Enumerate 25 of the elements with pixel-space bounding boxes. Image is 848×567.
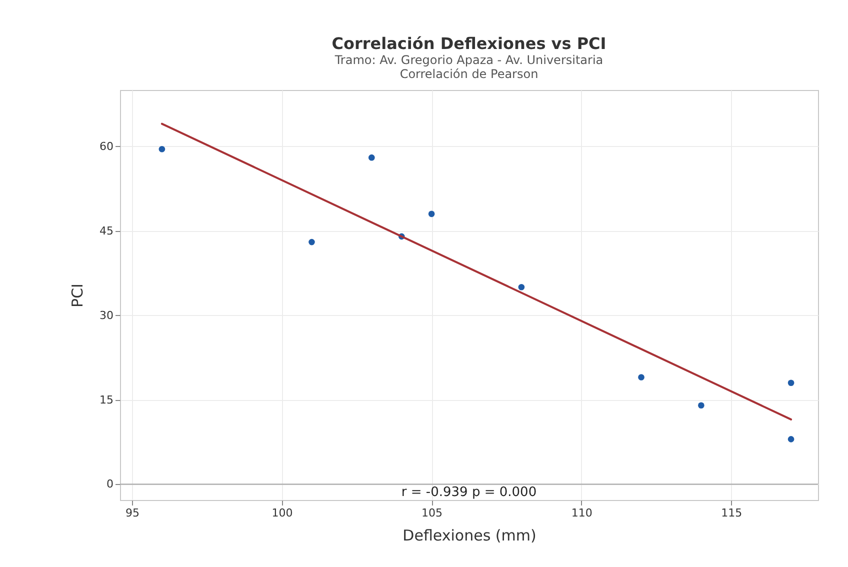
x-tick-label: 105 <box>422 506 443 520</box>
x-tick-label: 95 <box>125 506 140 520</box>
y-tick-label: 45 <box>100 224 114 238</box>
point <box>428 210 435 218</box>
text: Correlación de Pearson <box>400 67 538 81</box>
x-tick-label: 110 <box>571 506 592 520</box>
point <box>368 154 375 161</box>
x-tick-label: 100 <box>272 506 293 520</box>
point <box>788 436 794 442</box>
point <box>158 146 166 152</box>
point <box>308 238 315 246</box>
x-axis-title: Deflexiones (mm) <box>402 526 536 544</box>
y-tick-label: 30 <box>100 308 114 322</box>
y-tick-label: 15 <box>100 393 114 406</box>
y-tick-label: 0 <box>106 478 114 491</box>
point <box>698 402 704 409</box>
annotation: r = -0.939 p = 0.000 <box>401 485 537 500</box>
point <box>518 284 525 290</box>
point <box>638 374 644 380</box>
text: Tramo: Av. Gregorio Apaza - Av. Universitaria <box>334 53 604 67</box>
y-axis-title: PCI <box>68 284 87 308</box>
point <box>788 380 794 386</box>
chart-title: Correlación Deflexiones vs PCI <box>332 34 606 53</box>
y-tick-label: 60 <box>100 140 114 153</box>
x-tick-label: 115 <box>721 506 742 520</box>
